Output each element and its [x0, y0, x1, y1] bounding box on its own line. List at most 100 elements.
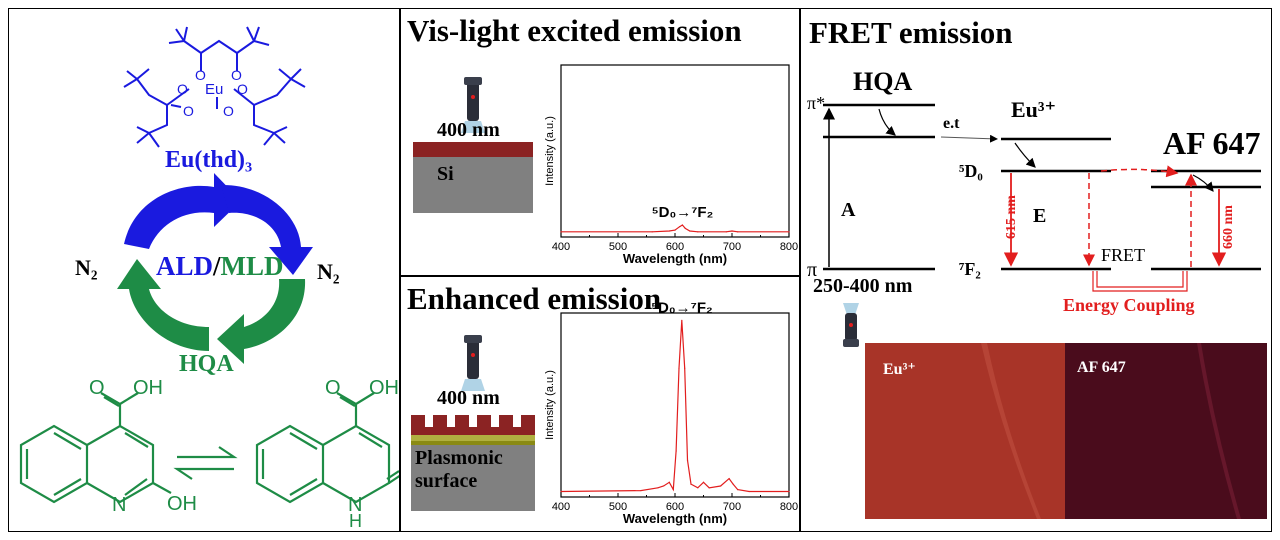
- af-relax-arrow: [1192, 174, 1214, 192]
- spectrum-point: [732, 483, 734, 485]
- hqa-label: HQA: [853, 67, 913, 96]
- x-tick-label: 700: [723, 501, 741, 513]
- e-label: E: [1033, 205, 1047, 227]
- y-axis-label: Intensity (a.u.): [544, 370, 556, 440]
- spectrum-point: [560, 231, 562, 233]
- x-tick-label: 500: [609, 501, 627, 513]
- coupling-label: Energy Coupling: [1063, 295, 1195, 315]
- spectrum-point: [668, 481, 670, 483]
- spectrum-point: [678, 367, 680, 369]
- img-eu-label: Eu³⁺: [883, 361, 916, 378]
- o-atom-label: O: [237, 81, 248, 97]
- o-atom-label: O: [231, 67, 242, 83]
- x-axis-label: Wavelength (nm): [623, 511, 727, 526]
- x-tick-label: 800: [780, 241, 798, 253]
- vis-light-title: Vis-light excited emission: [407, 13, 742, 48]
- energy-diagram: [823, 103, 1267, 519]
- cooh-oh-label-2: OH: [369, 377, 399, 399]
- x-tick-label: 500: [609, 241, 627, 253]
- spectrum-point: [640, 489, 642, 492]
- ring-n-label: N: [112, 494, 127, 516]
- absorption-label: A: [841, 199, 856, 221]
- enhanced-graphics: [411, 335, 535, 511]
- pi-label: π: [807, 259, 818, 281]
- excitation-label: 250-400 nm: [813, 275, 913, 297]
- spectrum-point: [720, 485, 722, 487]
- x-tick-label: 400: [552, 501, 570, 513]
- spectrum-point: [737, 231, 739, 233]
- spectrum-point: [657, 487, 659, 489]
- transition-annotation: ⁵D₀→⁷F₂: [651, 299, 713, 316]
- f2-label: ⁷F₂: [959, 259, 981, 279]
- green-cycle-arrow-right: [217, 279, 306, 364]
- ring-oh-label: OH: [167, 493, 197, 515]
- spectrum-point: [684, 227, 686, 229]
- eu-label: Eu³⁺: [1011, 97, 1057, 122]
- wavelength-label: 400 nm: [437, 119, 500, 141]
- eu-image: [865, 343, 1065, 519]
- n2-right-label: N₂: [317, 259, 340, 284]
- plasmonic-grating: [411, 415, 535, 511]
- transition-annotation: ⁵D₀→⁷F₂: [652, 204, 714, 221]
- spectrum-point: [684, 367, 686, 369]
- hqa-cycle-label: HQA: [179, 351, 234, 377]
- coupling-bracket-inner: [1096, 271, 1184, 288]
- film-layer: [413, 142, 533, 157]
- fret-title: FRET emission: [809, 15, 1013, 50]
- d0-label: ⁵D₀: [959, 161, 983, 181]
- spectrum-point: [689, 230, 691, 232]
- eu-atom-label: Eu: [205, 81, 224, 98]
- spectrum-point: [788, 490, 790, 493]
- ald-label: ALD: [156, 251, 214, 281]
- eu-relax-arrow: [1014, 142, 1036, 168]
- ring-nh-label: N: [348, 494, 363, 516]
- y-axis-label: Intensity (a.u.): [544, 116, 556, 186]
- o-atom-label: O: [177, 81, 188, 97]
- cooh-o-label-2: O: [325, 377, 341, 399]
- af-label: AF 647: [1163, 125, 1261, 161]
- spectrum-point: [686, 459, 689, 461]
- spectrum-point: [788, 231, 790, 233]
- eu-thd-structure: [123, 26, 306, 148]
- spectrum-point: [674, 229, 676, 231]
- substrate-label-line2: surface: [415, 470, 478, 492]
- img-af-label: AF 647: [1077, 359, 1126, 376]
- spectrum-point: [651, 231, 653, 233]
- spectrum-point: [681, 224, 684, 226]
- flashlight-icon: [461, 335, 485, 391]
- spectrum-point: [678, 226, 681, 228]
- slash-label: /: [213, 251, 221, 281]
- ring-h-label: H: [349, 511, 362, 531]
- spectrum-point: [681, 319, 683, 321]
- spectrum-point: [697, 487, 699, 489]
- complex-label: Eu(thd)₃: [165, 147, 253, 173]
- af-image: [1065, 343, 1267, 519]
- spectrum-point: [708, 487, 710, 489]
- left-panel-graphics: [19, 26, 399, 504]
- spectrum-line: [560, 320, 789, 493]
- spectrum-point: [560, 490, 562, 493]
- spectrum-point: [728, 478, 730, 480]
- spectrum-point: [663, 485, 665, 487]
- vis-light-panel: Vis-light excited emission 400 nm Si 400…: [400, 8, 800, 276]
- spectrum-point: [668, 230, 670, 232]
- vis-light-graphics: [413, 77, 533, 213]
- hqa-tautomer-structures: [19, 392, 399, 504]
- substrate-label-line1: Plasmonic: [415, 447, 503, 469]
- spectrum-point: [731, 230, 733, 232]
- spectrum-chart-1: 400 500 600 700 800 Wavelength (nm) Intensity …: [544, 64, 798, 266]
- fret-label: FRET: [1101, 245, 1146, 265]
- left-panel: O O O O Eu O O Eu(thd)₃ N₂ N₂ ALD/MLD HQ…: [8, 8, 400, 532]
- af-image-streak: [1197, 343, 1241, 519]
- coupling-bracket: [1092, 271, 1188, 292]
- o-atom-label: O: [183, 103, 194, 119]
- o-atom-label: O: [195, 67, 206, 83]
- spectrum-point: [725, 231, 727, 233]
- relax-arrow: [878, 108, 896, 136]
- spectrum-point: [675, 450, 677, 452]
- pi-star-label: π*: [807, 93, 826, 113]
- si-substrate: [413, 157, 533, 213]
- substrate-label: Si: [437, 163, 454, 185]
- eu-image-streak: [981, 343, 1041, 519]
- blue-cycle-arrow-left: [124, 173, 241, 249]
